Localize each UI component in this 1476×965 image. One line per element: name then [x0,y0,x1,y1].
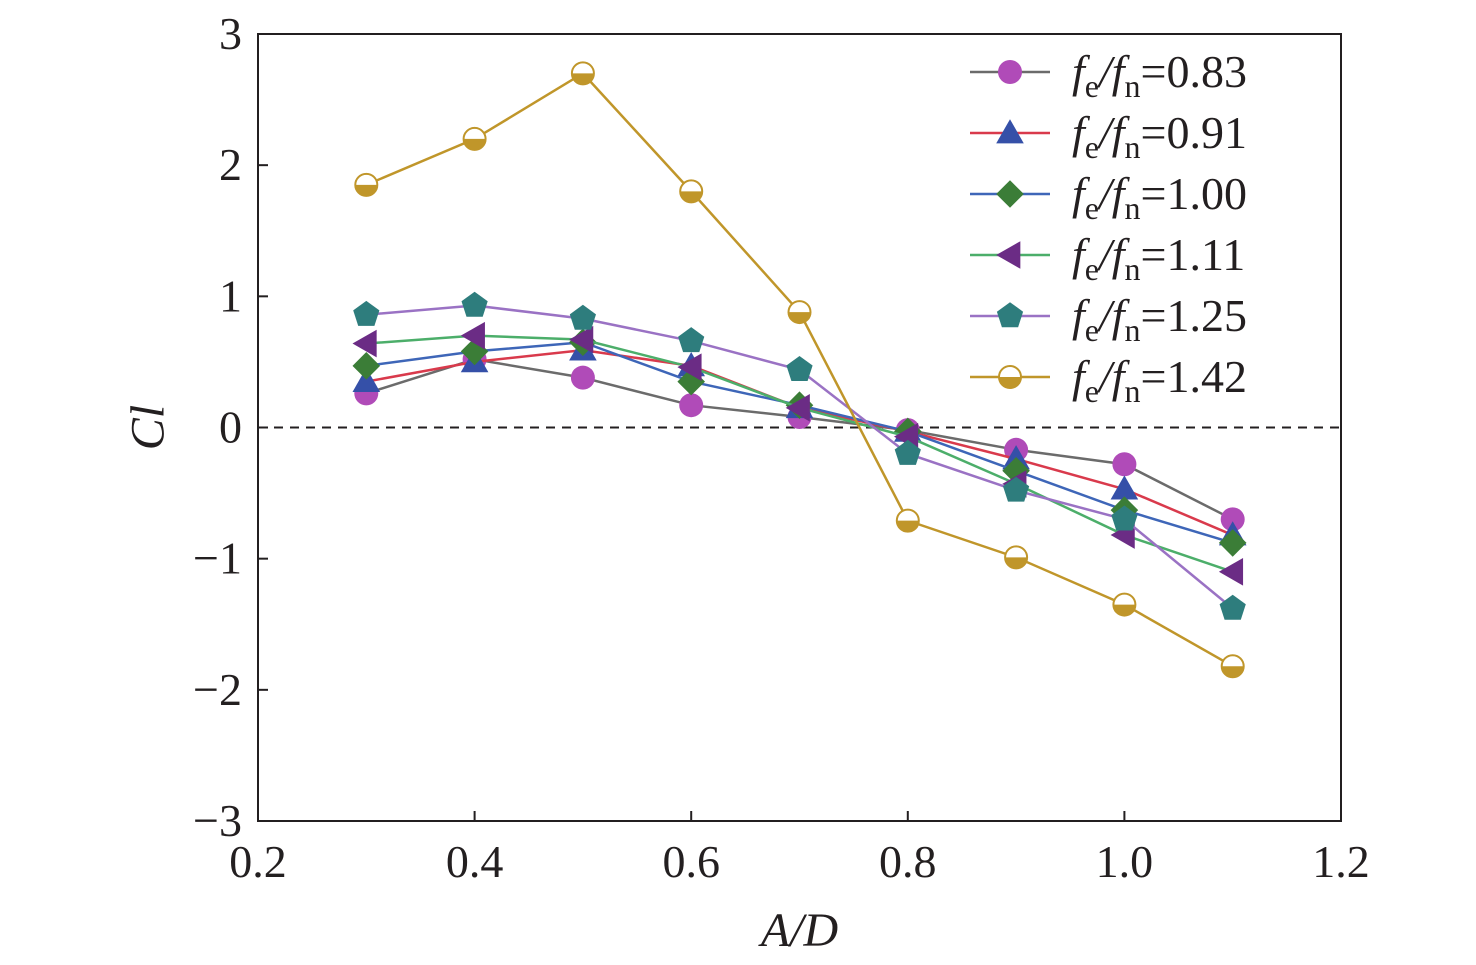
data-point [1112,452,1137,477]
data-point [679,179,704,204]
data-point [570,61,595,86]
data-point [678,327,705,353]
data-point [1004,545,1029,570]
y-tick-label: 2 [219,139,242,190]
data-point [462,126,487,151]
legend-label: fe/fn=1.42 [1072,351,1247,409]
x-tick-label: 1.2 [1312,836,1370,887]
data-point [1218,557,1244,586]
y-tick-label: 3 [219,8,242,59]
data-point [787,300,812,325]
legend-item: fe/fn=0.83 [970,46,1247,104]
legend-label: fe/fn=0.91 [1072,107,1247,165]
legend-value: 1.25 [1167,290,1248,341]
data-point [352,367,381,392]
x-tick-label: 0.6 [662,836,720,887]
legend-value: 0.83 [1167,46,1248,97]
data-point [1220,507,1245,532]
y-axis-label: Cl [122,405,175,450]
y-tick-label: −1 [193,533,242,584]
x-tick-label: 0.8 [879,836,937,887]
legend-marker [996,241,1021,269]
data-point [1110,475,1139,500]
legend-marker [998,60,1022,84]
data-point [460,321,485,350]
legend-item: fe/fn=1.25 [970,290,1247,348]
series-layer [352,61,1247,679]
data-point [1218,529,1247,557]
legend-marker [996,302,1024,328]
data-point [569,304,596,330]
data-point [677,353,702,381]
series-5 [353,291,1246,620]
x-tick-label: 0.4 [446,836,504,887]
x-tick-label: 0.2 [229,836,287,887]
data-point [894,439,921,465]
legend-marker [998,365,1022,389]
legend-marker [996,180,1024,208]
legend-value: 0.91 [1167,107,1248,158]
y-tick-label: −2 [193,664,242,715]
data-point [1220,654,1245,679]
data-point [1219,594,1246,620]
data-point [1111,505,1138,531]
data-point [569,325,594,354]
data-point [460,337,489,366]
data-point [1112,592,1137,617]
data-point [570,365,595,390]
legend-item: fe/fn=1.42 [970,351,1247,409]
data-point [353,300,380,326]
x-axis-label: A/D [758,904,838,957]
legend-value: 1.42 [1167,351,1248,402]
x-tick-label: 1.0 [1096,836,1154,887]
data-point [785,394,810,422]
legend-label: fe/fn=0.83 [1072,46,1247,104]
data-point [895,508,920,533]
legend-label: fe/fn=1.11 [1072,229,1245,287]
legend-item: fe/fn=1.11 [970,229,1245,287]
legend-item: fe/fn=0.91 [970,107,1247,165]
data-point [461,291,488,317]
legend: fe/fn=0.83fe/fn=0.91fe/fn=1.00fe/fn=1.11… [970,46,1247,409]
legend-item: fe/fn=1.00 [970,168,1247,226]
legend-label: fe/fn=1.00 [1072,168,1247,226]
data-point [679,393,704,418]
y-tick-label: 1 [219,270,242,321]
data-point [352,352,381,380]
data-point [354,172,379,197]
data-point [786,356,813,381]
series-6 [354,61,1245,679]
data-point [352,329,377,358]
legend-value: 1.00 [1167,168,1248,219]
data-point [1003,476,1030,502]
y-tick-label: 0 [219,402,242,453]
legend-label: fe/fn=1.25 [1072,290,1247,348]
y-tick-label: −3 [193,795,242,846]
tick-layer: 0.2 0.4 0.6 0.8 1.0 1.2 −3 −2 −1 0 1 2 3 [193,8,1370,887]
legend-marker [996,119,1024,144]
legend-value: 1.11 [1167,229,1246,280]
